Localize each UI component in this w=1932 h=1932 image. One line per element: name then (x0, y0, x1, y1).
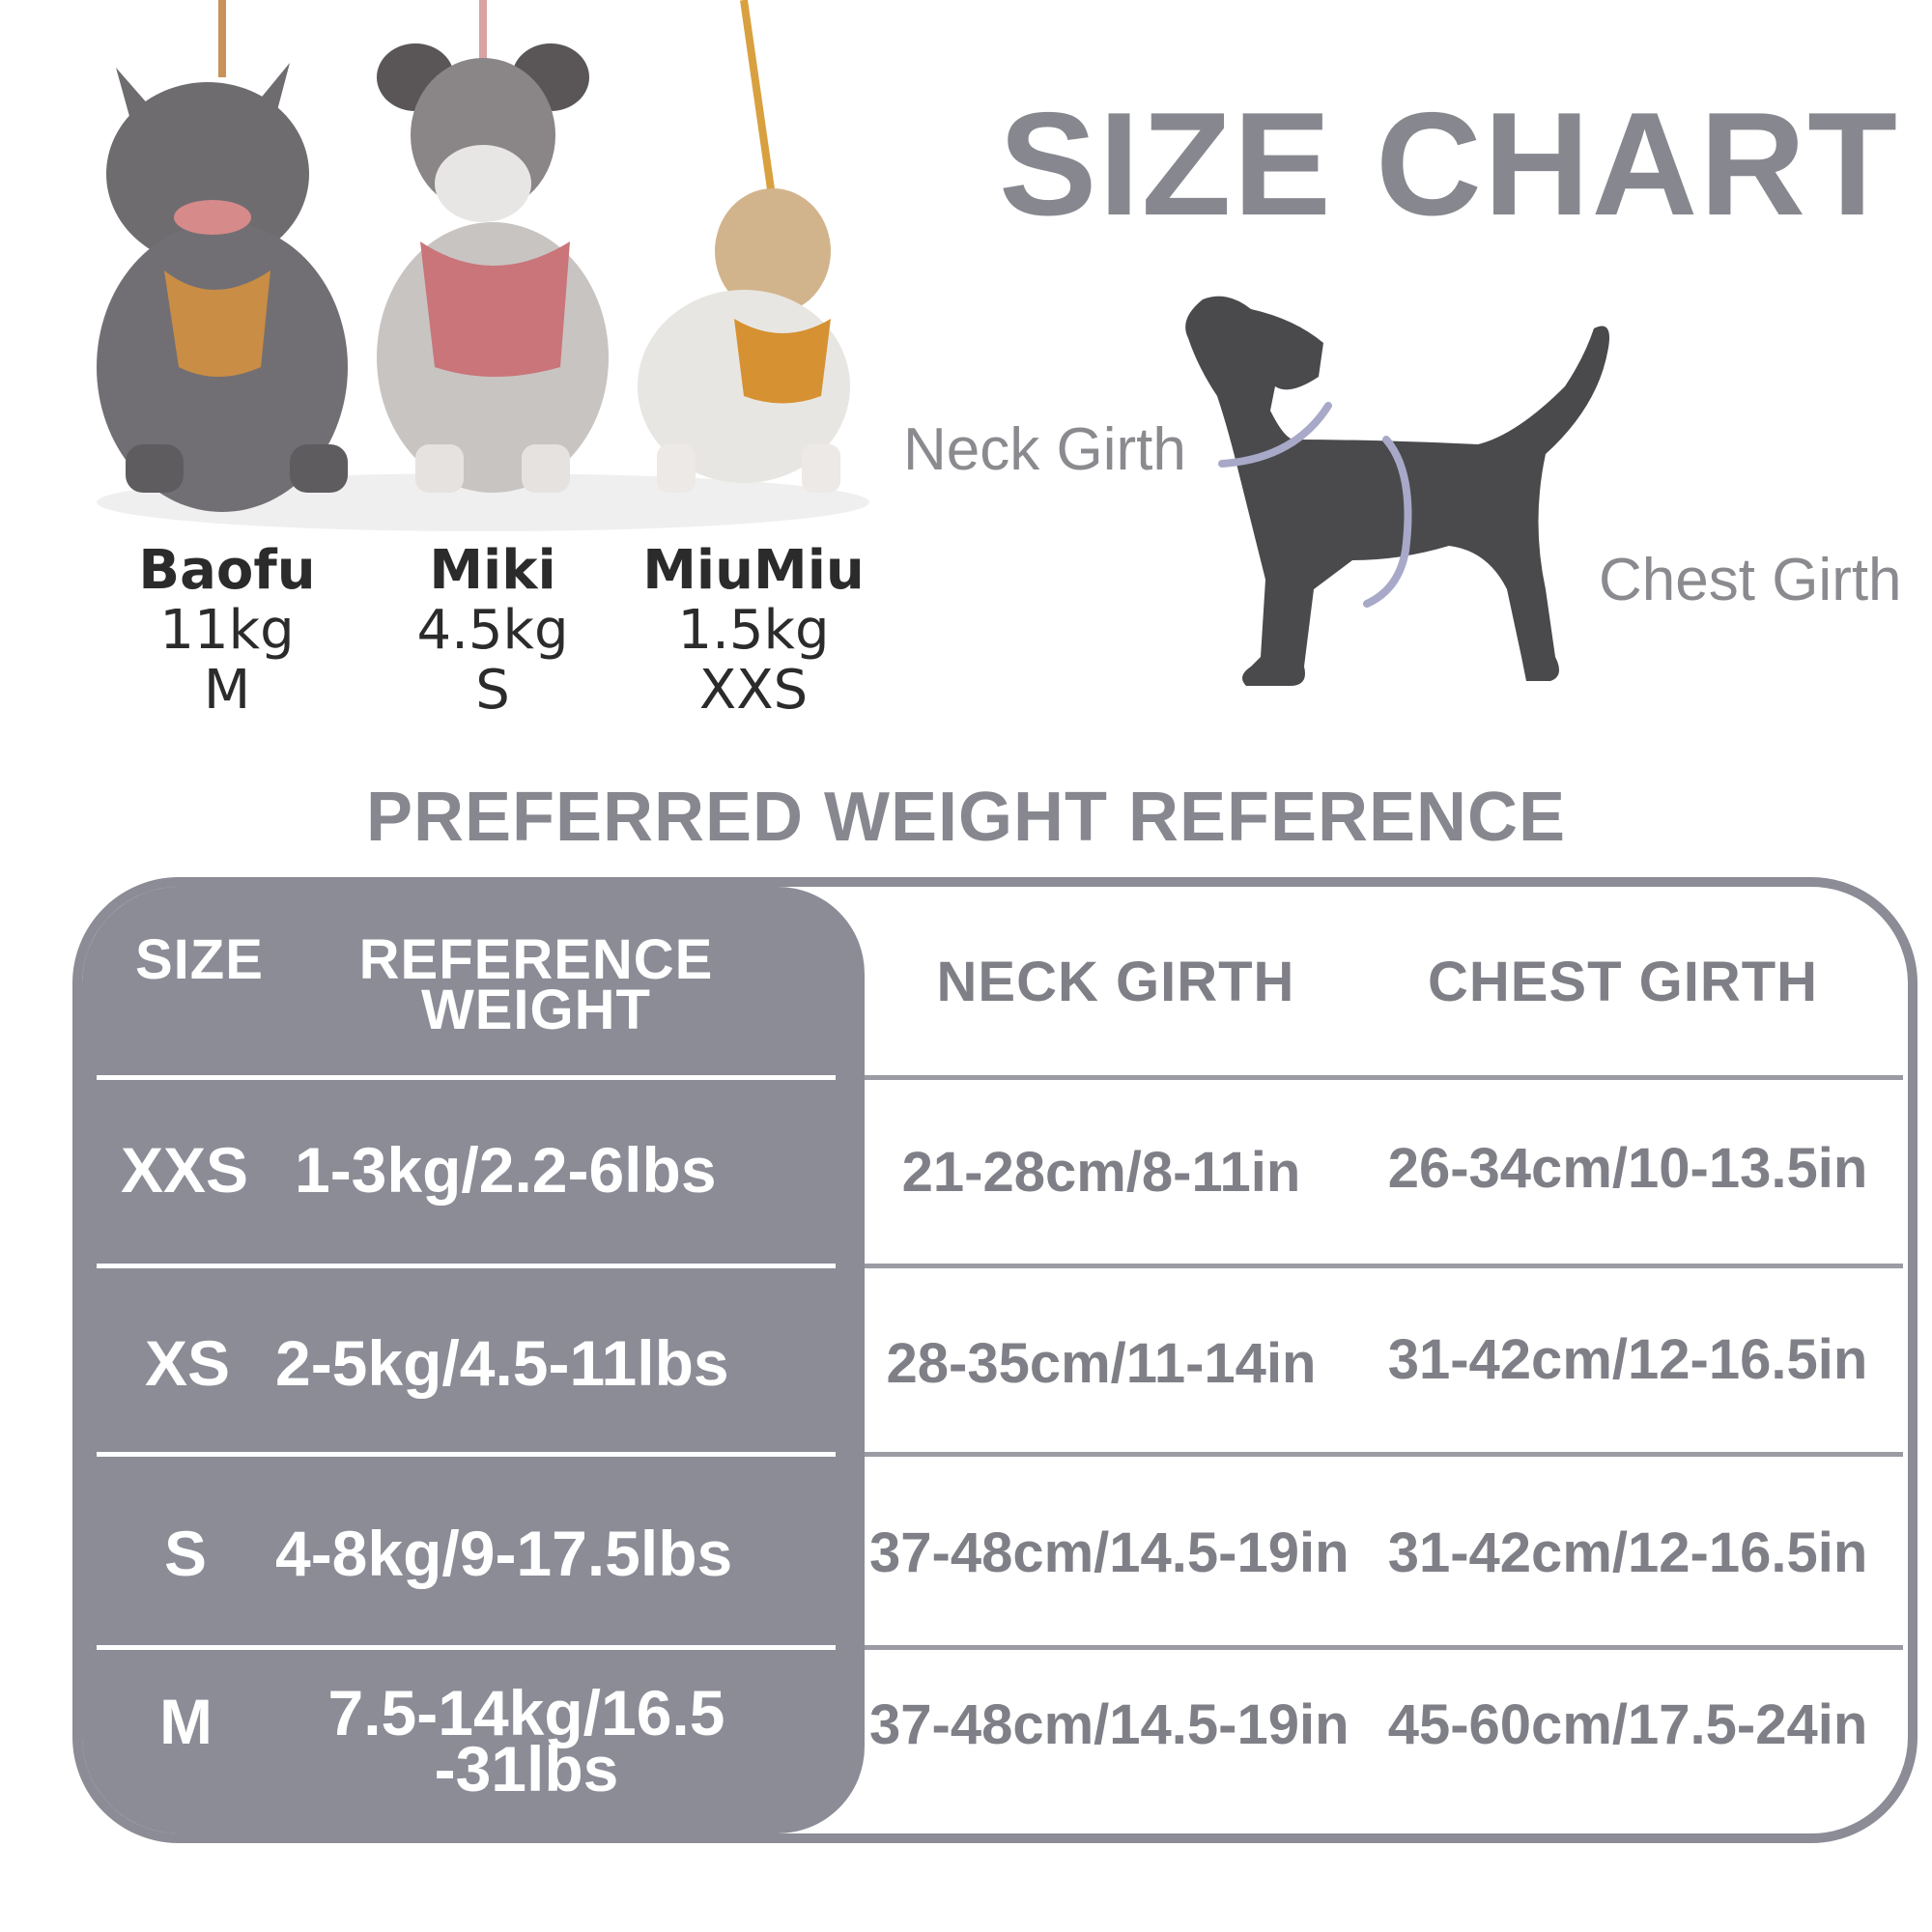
dog-weight: 4.5kg (416, 599, 569, 662)
size-table: SIZE REFERENCE WEIGHT NECK GIRTH CHEST G… (72, 877, 1918, 1843)
dog-caption-miumiu: MiuMiu 1.5kg XXS (628, 541, 879, 721)
row-divider (865, 1264, 1903, 1268)
row-divider (97, 1075, 836, 1080)
row-chest-girth: 31-42cm/12-16.5in (1387, 1521, 1868, 1584)
row-divider (865, 1645, 1903, 1650)
header-weight-line1: REFERENCE (358, 928, 714, 991)
row-weight-line2: -31lbs (434, 1733, 619, 1804)
row-divider (97, 1452, 836, 1457)
row-size: XS (145, 1327, 231, 1399)
header-neck-girth: NECK GIRTH (936, 951, 1295, 1013)
dog-name: Miki (429, 539, 556, 602)
header-chest-girth: CHEST GIRTH (1427, 951, 1819, 1013)
row-chest-girth: 26-34cm/10-13.5in (1387, 1137, 1868, 1200)
dogs-photo (97, 0, 869, 531)
row-weight: 4-8kg/9-17.5lbs (275, 1518, 733, 1589)
chest-girth-line (1363, 436, 1412, 608)
row-size: XXS (121, 1134, 249, 1206)
dog-size: XXS (698, 659, 809, 722)
page-title: SIZE CHART (999, 82, 1899, 246)
dog-size: S (475, 659, 510, 722)
yorkie-figure (638, 188, 850, 493)
header-weight-line2: WEIGHT (421, 979, 651, 1041)
row-divider (97, 1645, 836, 1650)
row-divider (97, 1264, 836, 1268)
header-reference-weight: REFERENCE WEIGHT (333, 928, 739, 1041)
row-divider (865, 1452, 1903, 1457)
row-neck-girth: 21-28cm/8-11in (901, 1141, 1301, 1204)
row-neck-girth: 37-48cm/14.5-19in (869, 1521, 1350, 1584)
dog-weight: 11kg (159, 599, 295, 662)
dog-name: MiuMiu (642, 539, 865, 602)
section-subtitle: PREFERRED WEIGHT REFERENCE (365, 779, 1567, 856)
dog-caption-baofu: Baofu 11kg M (101, 541, 353, 721)
schnauzer-figure (377, 43, 609, 493)
row-weight: 1-3kg/2.2-6lbs (295, 1134, 717, 1206)
dog-weight: 1.5kg (677, 599, 830, 662)
bulldog-figure (97, 63, 348, 512)
row-size: M (159, 1686, 213, 1757)
dog-size: M (203, 659, 251, 722)
row-chest-girth: 45-60cm/17.5-24in (1387, 1693, 1868, 1756)
dog-silhouette-diagram (1185, 296, 1609, 686)
row-neck-girth: 28-35cm/11-14in (886, 1332, 1317, 1395)
header-size: SIZE (135, 928, 264, 991)
size-weight-panel (82, 887, 865, 1833)
neck-girth-line (1218, 402, 1332, 468)
neck-girth-label: Neck Girth (903, 416, 1186, 483)
dog-silhouette (1185, 296, 1609, 686)
row-neck-girth: 37-48cm/14.5-19in (869, 1693, 1350, 1756)
row-weight-line1: 7.5-14kg/16.5 (327, 1677, 725, 1748)
dog-caption-miki: Miki 4.5kg S (367, 541, 618, 721)
chest-girth-label: Chest Girth (1599, 547, 1902, 613)
row-chest-girth: 31-42cm/12-16.5in (1387, 1328, 1868, 1391)
row-weight: 7.5-14kg/16.5 -31lbs (285, 1677, 768, 1804)
row-weight: 2-5kg/4.5-11lbs (275, 1327, 729, 1399)
row-divider (865, 1075, 1903, 1080)
row-size: S (164, 1518, 208, 1589)
dog-name: Baofu (138, 539, 316, 602)
